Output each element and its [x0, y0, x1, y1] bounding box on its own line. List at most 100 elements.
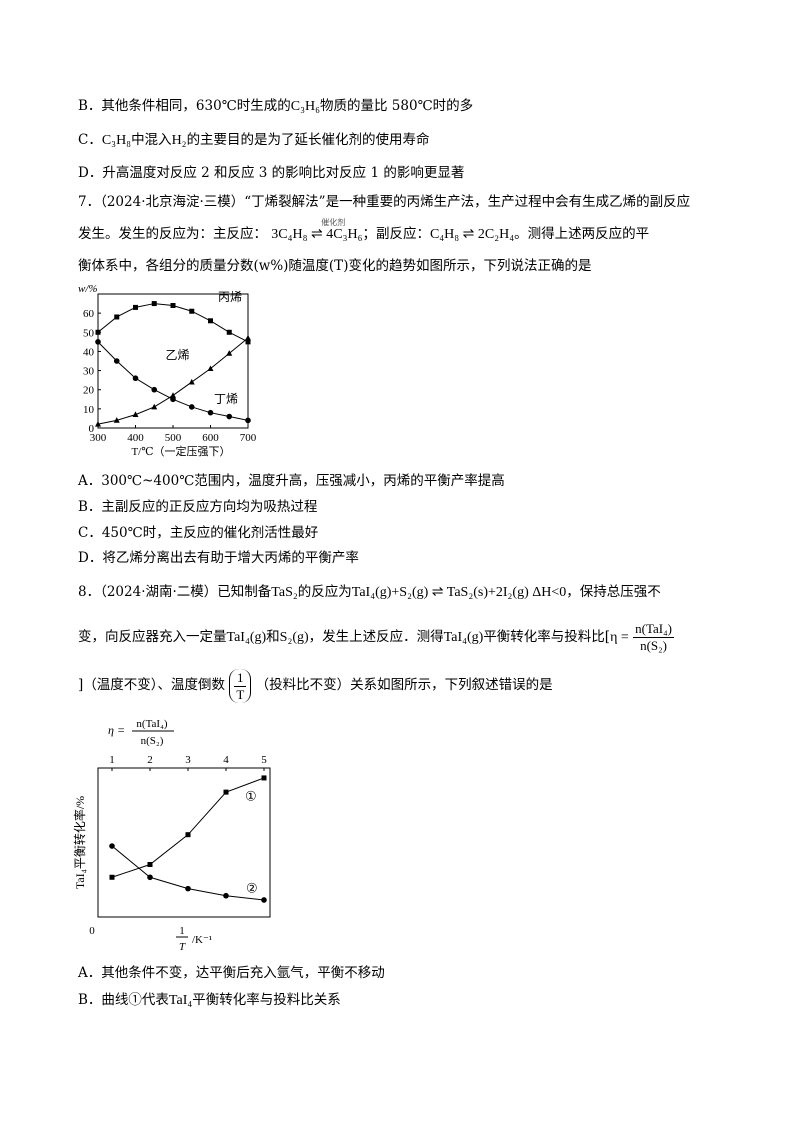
q6-option-c-chem1: C₃H₈: [101, 133, 132, 148]
q6-option-c-prefix: C．: [78, 132, 102, 148]
series-line: [111, 777, 265, 878]
top-axis-label-num: n(TaI₄): [136, 718, 167, 730]
data-point: [170, 302, 176, 308]
y-tick-label: 0: [89, 423, 95, 435]
data-point: [261, 897, 267, 903]
data-point: [185, 832, 191, 838]
q8-line1-mid: 的反应为: [297, 584, 352, 600]
q6-option-d: D．升高温度对反应 2 和反应 3 的影响比对反应 1 的影响更显著: [78, 165, 465, 181]
q8-chart: 1 2 3 4 5 η = n(TaI₄) n(S₂) TaI₄平衡转化率/% 0 1 T/K⁻¹ ① ②: [72, 718, 271, 953]
q8-line2-chem2: S₂(g): [279, 630, 309, 645]
data-point: [109, 843, 115, 849]
q8-line2-a: 变，向反应器充入一定量: [78, 629, 227, 645]
q8-option-b-prefix: B．曲线①代表: [78, 992, 169, 1008]
series-line: [97, 303, 249, 343]
q7-option-d: D．将乙烯分离出去有助于增大丙烯的平衡产率: [78, 550, 359, 566]
q7-catalyst-label: 催化剂: [321, 218, 346, 227]
series-line: [111, 845, 265, 901]
q6-option-c-suffix: 的主要目的是为了延长催化剂的使用寿命: [186, 132, 430, 148]
data-point: [188, 378, 195, 385]
data-point: [223, 892, 229, 899]
q7-side-reaction: C₄H₈ ⇌ 2C₂H₄: [429, 227, 515, 242]
y-tick-label: 10: [83, 404, 95, 416]
series-label: ①: [245, 788, 257, 803]
x-tick-label: 400: [127, 432, 144, 444]
x-tick-label: 600: [202, 432, 219, 444]
y-axis-label: TaI₄平衡转化率/%: [72, 796, 87, 889]
q8-line1-suffix: ，保持总压强不: [566, 584, 661, 600]
data-point: [114, 314, 120, 320]
q8-line3-a: ]（温度不变）、温度倒数: [78, 677, 226, 693]
data-point: [170, 396, 176, 403]
x-tick-label: 500: [165, 432, 182, 444]
q7-option-c: C．450℃时，主反应的催化剂活性最好: [78, 525, 319, 541]
q8-reaction: TaI₄(g)+S₂(g) ⇌ TaS₂(s)+2I₂(g) ΔH<0: [351, 585, 567, 600]
q7-line3: 衡体系中，各组分的质量分数(w%)随温度(T)变化的趋势如图所示，下列说法正确的…: [78, 258, 592, 274]
q6-option-b: B．其他条件相同，630℃时生成的C₃H₆物质的量比 580℃时的多: [78, 96, 473, 117]
x-tick-label: 300: [90, 432, 107, 444]
top-tick-label: 3: [185, 754, 191, 766]
data-point: [95, 420, 101, 427]
data-point: [185, 885, 191, 892]
q7-line2-suffix: 。测得上述两反应的平: [514, 226, 650, 242]
x-axis-label-num: 1: [179, 925, 185, 937]
series-label: 丁烯: [214, 392, 238, 406]
q7-option-a: A．300℃~400℃范围内，温度升高，压强减小，丙烯的平衡产率提高: [78, 473, 505, 489]
y-tick-label: 50: [83, 327, 95, 339]
q8-line2-d: 平衡转化率与投料比[: [483, 629, 611, 645]
data-point: [208, 318, 213, 324]
x-axis-label: T/℃（一定压强下）: [131, 444, 230, 458]
data-point: [226, 413, 233, 420]
q8-line2-chem1: TaI₄(g): [226, 630, 267, 645]
q8-eta-num: n(TaI₄): [633, 621, 674, 638]
data-point: [189, 308, 195, 314]
q8-tas2: TaS₂: [271, 585, 298, 600]
top-axis-label-eta: η =: [108, 723, 125, 737]
q8-line3-b: （投料比不变）关系如图所示，下列叙述错误的是: [255, 677, 553, 693]
y-tick-label: 60: [83, 308, 95, 320]
q7-main-reaction-text: 3C₄H₈ ⇌ 4C₃H₆: [271, 227, 363, 242]
q7-chart: 0 10 20 30 40 50 60 300 400 500 600 700 w/% T/℃（一定压强下…: [78, 283, 257, 458]
data-point: [147, 861, 153, 867]
q8-inverse-den: T: [236, 686, 245, 702]
top-tick-label: 4: [223, 754, 229, 766]
q6-option-b-prefix: B．其他条件相同，630℃时生成的: [78, 98, 291, 114]
q8-eta-fraction: n(TaI₄) n(S₂): [633, 621, 674, 654]
q7-line2-prefix: 发生。发生的反应为：主反应：: [78, 226, 267, 242]
q8-option-b: B．曲线①代表TaI₄平衡转化率与投料比关系: [78, 990, 341, 1011]
q7-line1: 7．（2024·北京海淀·三模）“丁烯裂解法”是一种重要的丙烯生产法，生产过程中…: [78, 194, 691, 210]
origin-label: 0: [89, 925, 95, 937]
q6-option-b-chem: C₃H₆: [290, 99, 321, 114]
x-tick-label: 700: [240, 432, 257, 444]
data-point: [245, 339, 251, 345]
data-point: [147, 874, 153, 881]
data-point: [245, 334, 251, 341]
q7-main-reaction: 催化剂 3C₄H₈ ⇌ 4C₃H₆: [271, 218, 363, 245]
q8-eta-den: n(S₂): [640, 638, 667, 653]
q8-line1-prefix: 8．（2024·湖南·二模）已知制备: [78, 584, 272, 600]
series-label: 丙烯: [218, 290, 242, 304]
x-axis-label-unit: /K⁻¹: [192, 934, 212, 946]
q8-option-b-suffix: 平衡转化率与投料比关系: [192, 992, 341, 1008]
q6-option-c-chem2: H₂: [171, 133, 187, 148]
data-point: [226, 329, 232, 335]
y-tick-label: 20: [83, 385, 95, 397]
plot-frame: [97, 767, 271, 918]
data-point: [223, 789, 229, 795]
data-point: [207, 365, 214, 372]
data-point: [151, 386, 158, 393]
data-point: [133, 304, 138, 310]
series-label: ②: [246, 881, 258, 896]
q8-line2-chem3: TaI₄(g): [443, 630, 484, 645]
q6-option-c-mid: 中混入: [131, 132, 172, 148]
q8-line1: 8．（2024·湖南·二模）已知制备TaS₂的反应为TaI₄(g)+S₂(g) …: [78, 582, 661, 603]
q7-option-b: B．主副反应的正反应方向均为吸热过程: [78, 499, 318, 515]
data-point: [226, 350, 233, 356]
q6-option-c: C．C₃H₈中混入H₂的主要目的是为了延长催化剂的使用寿命: [78, 130, 430, 151]
data-point: [188, 404, 195, 410]
data-point: [207, 409, 214, 416]
data-point: [261, 775, 267, 781]
